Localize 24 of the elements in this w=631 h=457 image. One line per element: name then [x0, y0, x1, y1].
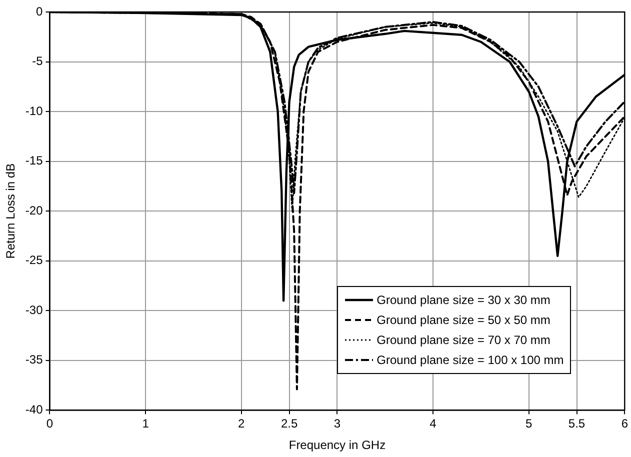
legend-label: Ground plane size = 100 x 100 mm	[376, 352, 564, 370]
x-tick-label: 5	[526, 416, 532, 431]
x-axis-title: Frequency in GHz	[288, 438, 386, 452]
y-tick-label: -20	[25, 203, 44, 218]
y-tick-label: -5	[32, 54, 44, 68]
x-tick-label: 5.5	[568, 416, 586, 431]
x-tick-label: 2	[238, 416, 246, 431]
y-axis-title: Return Loss in dB	[4, 163, 18, 259]
y-tick-label: -25	[25, 253, 44, 268]
legend-label: Ground plane size = 70 x 70 mm	[376, 332, 550, 350]
y-tick-label: -35	[25, 352, 44, 367]
x-tick-label: 4	[430, 416, 437, 431]
y-tick-label: 0	[36, 4, 44, 18]
y-tick-label: -30	[25, 302, 44, 317]
y-tick-label: -40	[25, 402, 44, 417]
legend-label: Ground plane size = 30 x 30 mm	[376, 292, 550, 310]
x-tick-label: 0	[46, 416, 54, 431]
y-tick-label: -15	[25, 154, 44, 168]
x-tick-label: 1	[142, 416, 150, 431]
y-tick-label: -10	[25, 104, 44, 118]
legend-label: Ground plane size = 50 x 50 mm	[376, 312, 550, 330]
x-tick-label: 6	[621, 416, 628, 431]
x-tick-label: 2.5	[280, 416, 298, 431]
x-tick-label: 3	[334, 416, 341, 431]
